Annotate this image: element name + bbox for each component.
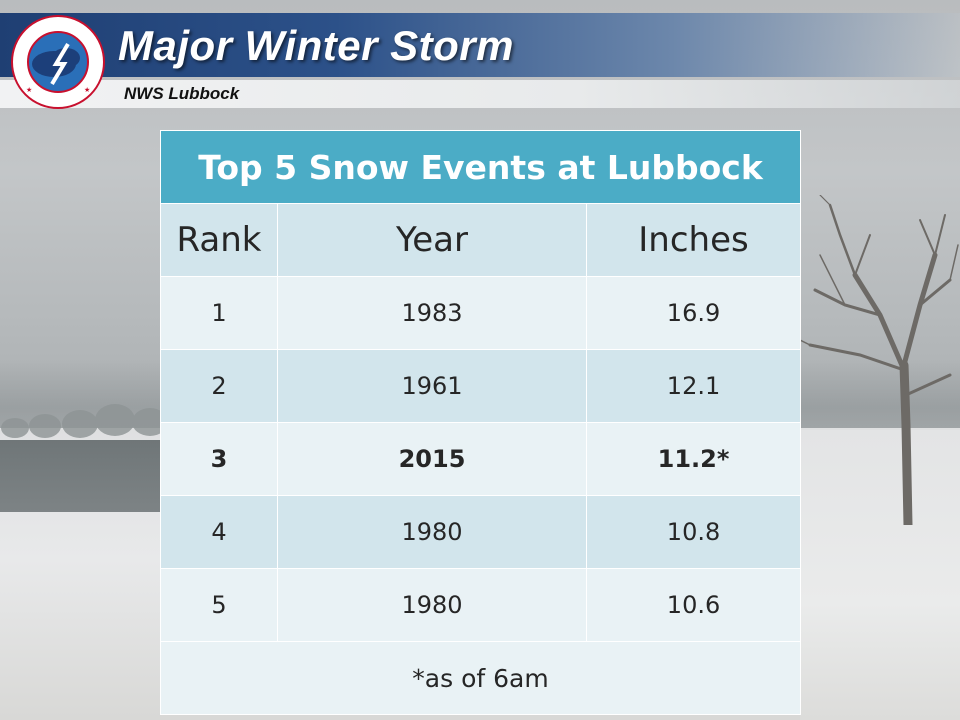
column-header-year: Year: [277, 203, 587, 277]
page-title: Major Winter Storm: [118, 22, 514, 69]
header-band: [0, 13, 960, 77]
subtitle-band: [0, 80, 960, 108]
table-title-row: Top 5 Snow Events at Lubbock: [159, 130, 802, 204]
table-header-row: Rank Year Inches: [160, 203, 802, 277]
inches-cell: 11.2*: [585, 422, 802, 496]
rank-cell: 3: [160, 422, 278, 496]
office-name: NWS Lubbock: [124, 84, 240, 103]
table-row: 5 1980 10.6: [160, 568, 802, 642]
svg-text:★: ★: [26, 86, 32, 94]
bare-tree: [800, 195, 959, 525]
year-cell: 1983: [277, 276, 587, 350]
inches-cell: 12.1: [585, 349, 802, 423]
table-title: Top 5 Snow Events at Lubbock: [159, 130, 802, 204]
rank-cell: 1: [160, 276, 278, 350]
rank-cell: 4: [160, 495, 278, 569]
year-cell: 1961: [277, 349, 587, 423]
pond: [0, 440, 175, 512]
svg-text:★: ★: [84, 86, 90, 94]
column-header-inches: Inches: [585, 203, 802, 277]
snow-events-table: Top 5 Snow Events at Lubbock Rank Year I…: [159, 130, 802, 715]
footnote: *as of 6am: [159, 641, 802, 715]
table-row: 1 1983 16.9: [160, 276, 802, 350]
distant-trees: [1, 404, 168, 438]
table-row: 4 1980 10.8: [160, 495, 802, 569]
column-header-rank: Rank: [160, 203, 278, 277]
nws-logo-icon: ★ ★: [11, 15, 105, 109]
snow-field-right: [800, 430, 960, 720]
year-cell: 1980: [277, 495, 587, 569]
inches-cell: 16.9: [585, 276, 802, 350]
inches-cell: 10.6: [585, 568, 802, 642]
year-cell: 1980: [277, 568, 587, 642]
table-footnote-row: *as of 6am: [159, 641, 802, 715]
inches-cell: 10.8: [585, 495, 802, 569]
rank-cell: 2: [160, 349, 278, 423]
year-cell: 2015: [277, 422, 587, 496]
table-row-highlighted: 3 2015 11.2*: [160, 422, 802, 496]
rank-cell: 5: [160, 568, 278, 642]
table-row: 2 1961 12.1: [160, 349, 802, 423]
